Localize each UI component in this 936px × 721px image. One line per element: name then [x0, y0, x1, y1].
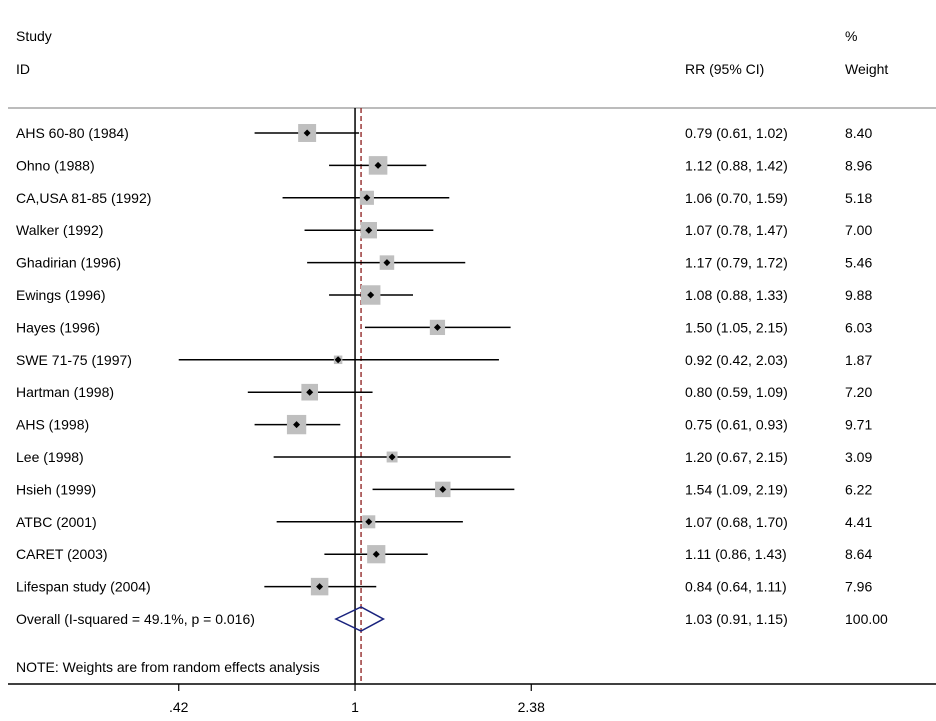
study-row: Hayes (1996) 1.50 (1.05, 2.15) 6.03 — [16, 319, 872, 335]
ci-value: 0.75 (0.61, 0.93) — [685, 417, 788, 433]
weight-value: 6.22 — [845, 481, 872, 497]
point-estimate — [433, 323, 441, 331]
x-axis-ticks: .42 1 2.38 — [169, 684, 545, 715]
study-row: Ohno (1988) 1.12 (0.88, 1.42) 8.96 — [16, 156, 872, 175]
weight-value: 1.87 — [845, 352, 872, 368]
overall-label: Overall (I-squared = 49.1%, p = 0.016) — [16, 611, 255, 627]
overall-diamond — [334, 606, 386, 632]
x-tick-label: .42 — [169, 699, 189, 715]
study-row: Walker (1992) 1.07 (0.78, 1.47) 7.00 — [16, 221, 872, 239]
study-row: AHS 60-80 (1984) 0.79 (0.61, 1.02) 8.40 — [16, 124, 872, 142]
study-row: Hartman (1998) 0.80 (0.59, 1.09) 7.20 — [16, 383, 872, 401]
weight-value: 8.96 — [845, 157, 872, 173]
ci-value: 1.54 (1.09, 2.19) — [685, 481, 788, 497]
ci-value: 1.11 (0.86, 1.43) — [685, 546, 787, 562]
point-estimate — [293, 421, 301, 429]
study-label: Ghadirian (1996) — [16, 255, 121, 271]
study-row: Lee (1998) 1.20 (0.67, 2.15) 3.09 — [16, 449, 872, 465]
ci-value: 1.07 (0.78, 1.47) — [685, 222, 788, 238]
weight-value: 7.96 — [845, 579, 872, 595]
weight-value: 3.09 — [845, 449, 872, 465]
point-estimate — [365, 518, 373, 526]
study-row: Lifespan study (2004) 0.84 (0.64, 1.11) 7.… — [16, 577, 872, 596]
point-estimate — [374, 161, 382, 169]
weight-value: 8.64 — [845, 546, 872, 562]
weight-value: 7.20 — [845, 384, 872, 400]
study-row: Hsieh (1999) 1.54 (1.09, 2.19) 6.22 — [16, 481, 872, 497]
study-label: Lee (1998) — [16, 449, 84, 465]
point-estimate — [372, 550, 380, 558]
ci-value: 1.17 (0.79, 1.72) — [685, 255, 788, 271]
study-row: AHS (1998) 0.75 (0.61, 0.93) 9.71 — [16, 414, 872, 435]
study-label: Hayes (1996) — [16, 319, 100, 335]
ci-value: 0.80 (0.59, 1.09) — [685, 384, 788, 400]
weight-value: 9.88 — [845, 287, 872, 303]
study-label: Ohno (1988) — [16, 157, 95, 173]
point-estimate — [363, 194, 371, 202]
weight-value: 9.71 — [845, 417, 872, 433]
point-estimate — [439, 485, 447, 493]
study-row: Ewings (1996) 1.08 (0.88, 1.33) 9.88 — [16, 285, 872, 305]
study-label: Walker (1992) — [16, 222, 103, 238]
ci-value: 0.92 (0.42, 2.03) — [685, 352, 788, 368]
point-estimate — [303, 129, 311, 137]
ci-value: 0.84 (0.64, 1.11) — [685, 579, 787, 595]
ci-value: 0.79 (0.61, 1.02) — [685, 125, 788, 141]
header-percent: % — [845, 28, 857, 44]
study-row: SWE 71-75 (1997) 0.92 (0.42, 2.03) 1.87 — [16, 352, 872, 368]
study-row: CA,USA 81-85 (1992) 1.06 (0.70, 1.59) 5.18 — [16, 190, 872, 206]
weight-value: 5.18 — [845, 190, 872, 206]
study-rows: AHS 60-80 (1984) 0.79 (0.61, 1.02) 8.40 Ohn… — [16, 124, 872, 596]
ci-value: 1.08 (0.88, 1.33) — [685, 287, 788, 303]
weight-value: 7.00 — [845, 222, 872, 238]
study-label: AHS (1998) — [16, 417, 89, 433]
study-label: Hartman (1998) — [16, 384, 114, 400]
weight-value: 8.40 — [845, 125, 872, 141]
header-study: Study — [16, 28, 52, 44]
header-weight: Weight — [845, 61, 888, 77]
study-label: Ewings (1996) — [16, 287, 106, 303]
ci-value: 1.06 (0.70, 1.59) — [685, 190, 788, 206]
study-label: Lifespan study (2004) — [16, 579, 151, 595]
ci-value: 1.12 (0.88, 1.42) — [685, 157, 788, 173]
point-estimate — [306, 388, 314, 396]
x-tick-label: 1 — [351, 699, 359, 715]
point-estimate — [388, 453, 396, 461]
weight-value: 5.46 — [845, 255, 872, 271]
analysis-note: NOTE: Weights are from random effects an… — [16, 659, 320, 675]
weight-value: 4.41 — [845, 514, 872, 530]
point-estimate — [334, 356, 342, 364]
study-label: AHS 60-80 (1984) — [16, 125, 129, 141]
study-row: ATBC (2001) 1.07 (0.68, 1.70) 4.41 — [16, 514, 872, 530]
study-label: Hsieh (1999) — [16, 481, 96, 497]
header-id: ID — [16, 61, 30, 77]
study-label: ATBC (2001) — [16, 514, 97, 530]
header-effect: RR (95% CI) — [685, 61, 764, 77]
point-estimate — [365, 226, 373, 234]
point-estimate — [383, 259, 391, 267]
ci-value: 1.20 (0.67, 2.15) — [685, 449, 788, 465]
point-estimate — [367, 291, 375, 299]
ci-value: 1.50 (1.05, 2.15) — [685, 319, 788, 335]
point-estimate — [316, 583, 324, 591]
overall-ci: 1.03 (0.91, 1.15) — [685, 611, 788, 627]
overall-weight: 100.00 — [845, 611, 888, 627]
x-tick-label: 2.38 — [518, 699, 545, 715]
study-label: CARET (2003) — [16, 546, 108, 562]
study-label: SWE 71-75 (1997) — [16, 352, 132, 368]
study-row: CARET (2003) 1.11 (0.86, 1.43) 8.64 — [16, 545, 872, 564]
ci-value: 1.07 (0.68, 1.70) — [685, 514, 788, 530]
weight-value: 6.03 — [845, 319, 872, 335]
study-row: Ghadirian (1996) 1.17 (0.79, 1.72) 5.46 — [16, 255, 872, 271]
study-label: CA,USA 81-85 (1992) — [16, 190, 151, 206]
